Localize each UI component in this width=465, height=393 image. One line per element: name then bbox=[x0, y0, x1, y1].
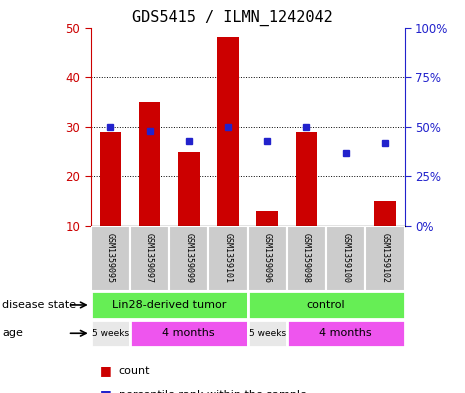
Bar bbox=[365, 226, 405, 291]
Bar bbox=[217, 37, 239, 226]
Text: Lin28-derived tumor: Lin28-derived tumor bbox=[112, 300, 226, 310]
Bar bbox=[130, 320, 248, 347]
Bar bbox=[248, 320, 287, 347]
Bar bbox=[91, 320, 130, 347]
Text: GSM1359097: GSM1359097 bbox=[145, 233, 154, 283]
Text: GSM1359096: GSM1359096 bbox=[263, 233, 272, 283]
Bar bbox=[130, 226, 169, 291]
Bar bbox=[139, 102, 160, 226]
Text: 4 months: 4 months bbox=[162, 328, 215, 338]
Text: disease state: disease state bbox=[2, 300, 76, 310]
Bar bbox=[256, 211, 278, 226]
Text: percentile rank within the sample: percentile rank within the sample bbox=[119, 389, 306, 393]
Text: GDS5415 / ILMN_1242042: GDS5415 / ILMN_1242042 bbox=[132, 10, 333, 26]
Bar bbox=[287, 226, 326, 291]
Text: count: count bbox=[119, 366, 150, 376]
Bar bbox=[296, 132, 317, 226]
Text: 5 weeks: 5 weeks bbox=[249, 329, 286, 338]
Text: GSM1359101: GSM1359101 bbox=[224, 233, 232, 283]
Bar bbox=[374, 201, 396, 226]
Text: control: control bbox=[307, 300, 345, 310]
Text: GSM1359098: GSM1359098 bbox=[302, 233, 311, 283]
Bar bbox=[287, 320, 405, 347]
Text: GSM1359102: GSM1359102 bbox=[380, 233, 389, 283]
Text: 4 months: 4 months bbox=[319, 328, 372, 338]
Text: age: age bbox=[2, 328, 23, 338]
Bar bbox=[91, 226, 130, 291]
Text: ■: ■ bbox=[100, 364, 112, 378]
Text: ■: ■ bbox=[100, 388, 112, 393]
Bar bbox=[248, 226, 287, 291]
Text: GSM1359099: GSM1359099 bbox=[184, 233, 193, 283]
Bar bbox=[91, 291, 248, 319]
Text: GSM1359100: GSM1359100 bbox=[341, 233, 350, 283]
Bar bbox=[100, 132, 121, 226]
Bar bbox=[208, 226, 248, 291]
Bar bbox=[169, 226, 208, 291]
Bar bbox=[178, 152, 199, 226]
Bar bbox=[326, 226, 365, 291]
Bar bbox=[248, 291, 405, 319]
Text: GSM1359095: GSM1359095 bbox=[106, 233, 115, 283]
Text: 5 weeks: 5 weeks bbox=[92, 329, 129, 338]
